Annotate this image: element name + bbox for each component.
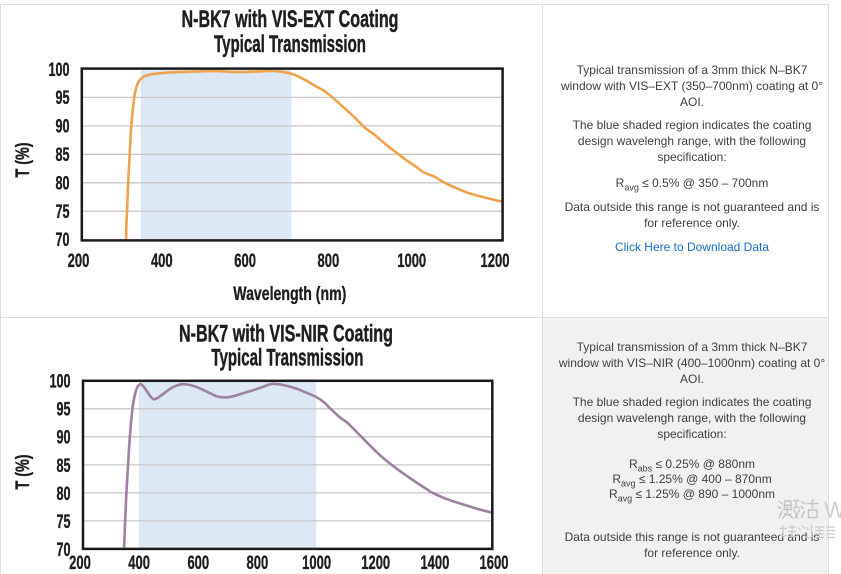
svg-text:75: 75 bbox=[57, 512, 71, 533]
svg-text:75: 75 bbox=[56, 202, 70, 223]
svg-text:70: 70 bbox=[56, 230, 70, 251]
svg-text:Wavelength (nm): Wavelength (nm) bbox=[233, 284, 346, 305]
svg-text:N-BK7 with VIS-EXT Coating: N-BK7 with VIS-EXT Coating bbox=[182, 6, 399, 33]
svg-text:85: 85 bbox=[56, 145, 70, 166]
svg-text:200: 200 bbox=[68, 251, 90, 272]
svg-text:800: 800 bbox=[318, 251, 340, 272]
svg-text:95: 95 bbox=[56, 88, 70, 109]
svg-text:85: 85 bbox=[57, 456, 71, 477]
svg-text:95: 95 bbox=[57, 400, 71, 421]
svg-text:1000: 1000 bbox=[302, 553, 331, 574]
svg-text:1200: 1200 bbox=[481, 251, 510, 272]
svg-text:600: 600 bbox=[234, 251, 256, 272]
svg-text:1000: 1000 bbox=[397, 251, 426, 272]
svg-text:N-BK7 with VIS-NIR Coating: N-BK7 with VIS-NIR Coating bbox=[179, 320, 393, 347]
svg-text:600: 600 bbox=[187, 553, 209, 574]
svg-text:Typical Transmission: Typical Transmission bbox=[214, 31, 366, 58]
svg-text:90: 90 bbox=[56, 117, 70, 138]
svg-text:1200: 1200 bbox=[361, 553, 390, 574]
svg-text:100: 100 bbox=[50, 372, 71, 393]
svg-text:400: 400 bbox=[128, 553, 150, 574]
svg-text:1600: 1600 bbox=[480, 553, 509, 574]
svg-text:70: 70 bbox=[57, 540, 71, 561]
svg-text:90: 90 bbox=[57, 428, 71, 449]
svg-text:T (%): T (%) bbox=[13, 455, 34, 490]
svg-text:80: 80 bbox=[56, 173, 70, 194]
svg-text:1400: 1400 bbox=[420, 553, 449, 574]
svg-text:Typical Transmission: Typical Transmission bbox=[211, 345, 363, 372]
svg-text:800: 800 bbox=[247, 553, 269, 574]
svg-text:80: 80 bbox=[57, 484, 71, 505]
svg-text:400: 400 bbox=[151, 251, 173, 272]
svg-text:200: 200 bbox=[69, 553, 91, 574]
svg-text:T (%): T (%) bbox=[13, 143, 34, 178]
svg-text:W: W bbox=[824, 497, 841, 523]
svg-text:100: 100 bbox=[49, 60, 70, 81]
